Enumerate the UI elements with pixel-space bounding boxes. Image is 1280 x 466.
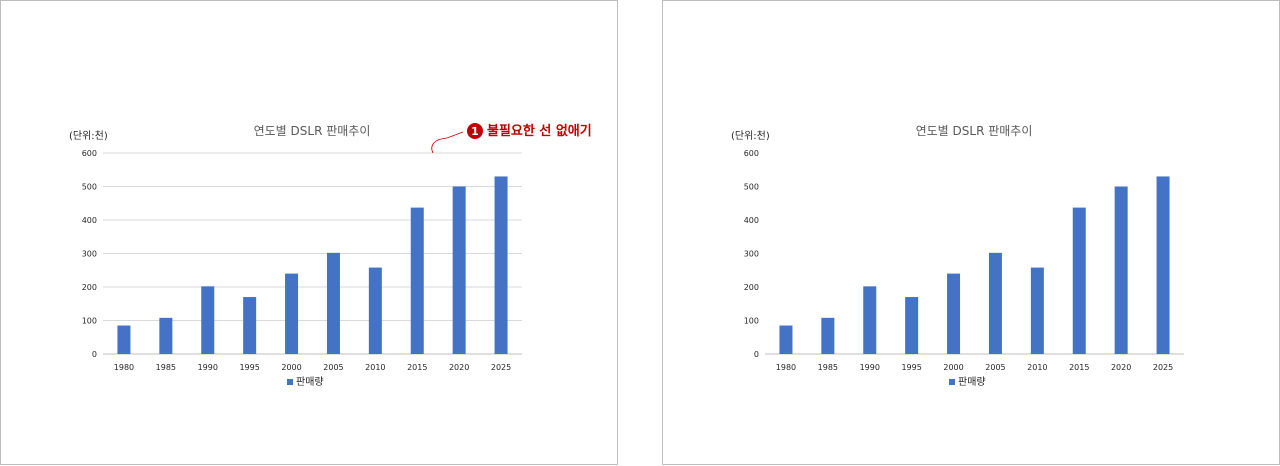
bar-2025: [494, 176, 508, 354]
bar-2010: [1030, 267, 1044, 354]
bar-1980: [779, 325, 793, 354]
bar-chart-without-gridlines: 연도별 DSLR 판매추이 (단위:천) 0 100 200 300 400 500 600 19…: [731, 124, 1184, 388]
y-tick-label: 400: [82, 216, 97, 225]
legend-swatch: [287, 379, 293, 385]
x-tick-label: 2005: [985, 363, 1005, 372]
legend-label: 판매량: [958, 376, 986, 388]
x-tick-label: 1990: [198, 363, 218, 372]
callout-number-badge: [467, 123, 483, 139]
x-tick-label: 1980: [776, 363, 796, 372]
y-tick-label: 200: [744, 283, 759, 292]
y-tick-label: 600: [82, 149, 97, 158]
y-tick-label: 200: [82, 283, 97, 292]
x-tick-label: 1985: [156, 363, 176, 372]
x-tick-label: 2015: [407, 363, 427, 372]
x-tick-label: 2010: [1027, 363, 1047, 372]
y-tick-label: 500: [744, 183, 759, 192]
chart-title: 연도별 DSLR 판매추이: [916, 124, 1033, 138]
bar-2020: [452, 186, 466, 354]
bar-1985: [821, 317, 835, 354]
bar-1985: [159, 317, 173, 354]
y-tick-label: 0: [92, 350, 97, 359]
x-tick-label: 2020: [1111, 363, 1131, 372]
chart-panel-after: 연도별 DSLR 판매추이 (단위:천) 0 100 200 300 400 500 600 19…: [662, 0, 1280, 465]
y-tick-label: 300: [744, 250, 759, 259]
bar-1995: [243, 297, 257, 354]
legend-label: 판매량: [296, 376, 324, 388]
x-tick-label: 2015: [1069, 363, 1089, 372]
bar-2010: [368, 267, 382, 354]
bar-2000: [285, 273, 299, 354]
bar-1980: [117, 325, 131, 354]
y-tick-label: 100: [82, 317, 97, 326]
callout-number: 1: [471, 125, 479, 138]
bar-2005: [326, 252, 340, 354]
x-tick-label: 2025: [1153, 363, 1173, 372]
bar-2025: [1156, 176, 1170, 354]
bar-2015: [1072, 207, 1086, 354]
y-tick-label: 500: [82, 183, 97, 192]
x-tick-label: 2000: [281, 363, 301, 372]
chart-title: 연도별 DSLR 판매추이: [254, 124, 371, 138]
x-tick-label: 2010: [365, 363, 385, 372]
y-tick-label: 400: [744, 216, 759, 225]
bar-1995: [905, 297, 919, 354]
x-tick-label: 1990: [860, 363, 880, 372]
x-tick-label: 2000: [943, 363, 963, 372]
unit-label: (단위:천): [731, 129, 770, 142]
bar-2020: [1114, 186, 1128, 354]
x-tick-label: 1985: [818, 363, 838, 372]
chart-panel-before: 연도별 DSLR 판매추이 (단위:천) 0 100 200 300 400 500 600 19…: [0, 0, 618, 465]
y-tick-label: 600: [744, 149, 759, 158]
callout-leader-line: [431, 131, 464, 154]
callout-text: 불필요한 선 없애기: [487, 123, 592, 139]
y-tick-label: 300: [82, 250, 97, 259]
y-tick-label: 100: [744, 317, 759, 326]
bar-chart-with-gridlines: 연도별 DSLR 판매추이 (단위:천) 0 100 200 300 400 500 600 19…: [69, 123, 592, 388]
x-tick-label: 2005: [323, 363, 343, 372]
x-tick-label: 1995: [239, 363, 259, 372]
bar-1990: [863, 286, 877, 354]
x-tick-label: 1980: [114, 363, 134, 372]
bar-2015: [410, 207, 424, 354]
bar-1990: [201, 286, 215, 354]
y-tick-label: 0: [754, 350, 759, 359]
legend-swatch: [949, 379, 955, 385]
bar-2005: [988, 252, 1002, 354]
bar-2000: [947, 273, 961, 354]
x-tick-label: 1995: [901, 363, 921, 372]
x-tick-label: 2025: [491, 363, 511, 372]
x-tick-label: 2020: [449, 363, 469, 372]
unit-label: (단위:천): [69, 129, 108, 142]
